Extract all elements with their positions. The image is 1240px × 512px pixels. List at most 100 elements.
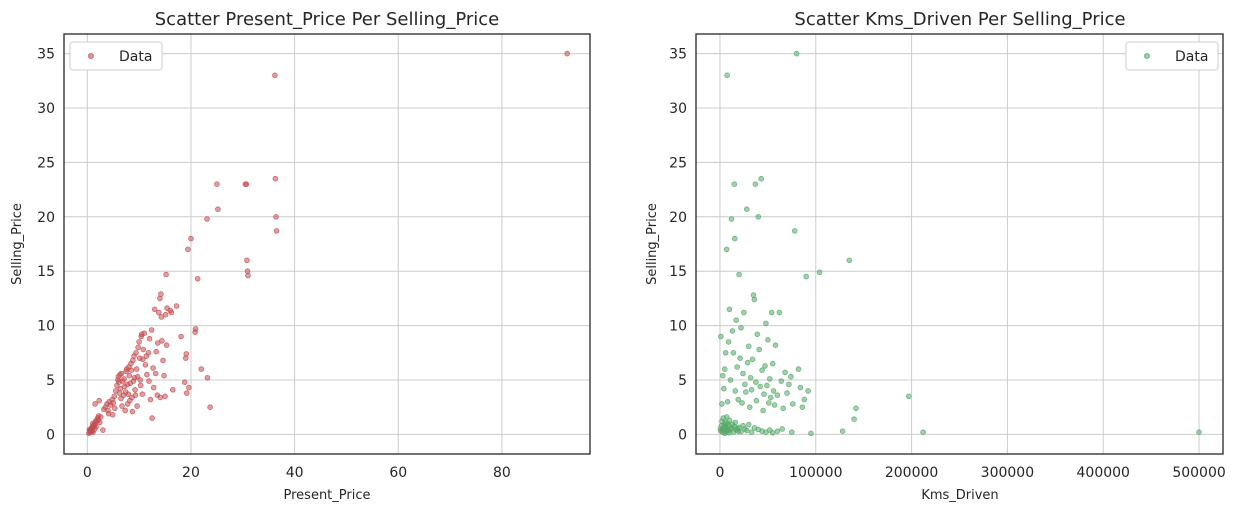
- data-point: [110, 400, 116, 406]
- data-point: [767, 394, 774, 401]
- data-point: [111, 393, 118, 400]
- data-point: [846, 257, 853, 264]
- data-point: [780, 405, 786, 412]
- y-tick-label: 15: [669, 264, 687, 280]
- data-point: [745, 421, 752, 428]
- x-tick-label: 60: [389, 465, 407, 481]
- data-point: [173, 303, 180, 309]
- data-point: [719, 401, 725, 407]
- data-point: [728, 216, 735, 222]
- data-point: [730, 349, 737, 356]
- data-point: [214, 181, 220, 188]
- data-point: [801, 396, 808, 403]
- data-point: [147, 396, 154, 403]
- data-point: [160, 357, 166, 364]
- legend: Data: [69, 41, 163, 71]
- data-point: [766, 376, 773, 382]
- data-point: [808, 430, 814, 437]
- y-tick-label: 20: [37, 210, 55, 226]
- y-tick-label: 35: [669, 47, 687, 63]
- data-point: [152, 370, 159, 377]
- data-point: [727, 377, 734, 383]
- data-point: [905, 393, 912, 400]
- data-point: [743, 427, 750, 434]
- data-point: [769, 360, 776, 367]
- data-point: [272, 72, 278, 79]
- data-point: [753, 379, 759, 386]
- data-point: [186, 384, 192, 391]
- y-tick-label: 10: [669, 319, 687, 335]
- data-point: [204, 216, 210, 222]
- data-point: [133, 366, 140, 372]
- data-point: [731, 235, 738, 242]
- data-point: [130, 378, 137, 384]
- data-point: [140, 356, 146, 363]
- data-point: [726, 306, 733, 313]
- data-point: [1196, 429, 1202, 436]
- data-point: [739, 400, 745, 406]
- data-point: [188, 235, 194, 242]
- data-point: [133, 349, 139, 356]
- x-tick-label: 200000: [885, 465, 938, 481]
- data-point: [143, 353, 150, 359]
- data-point: [150, 365, 156, 371]
- data-point: [151, 306, 158, 313]
- data-point: [738, 324, 744, 331]
- axes-frame: [695, 33, 1224, 455]
- data-point: [192, 326, 199, 332]
- data-point: [754, 331, 761, 338]
- data-point: [731, 181, 738, 188]
- data-point: [761, 391, 767, 398]
- data-point: [743, 206, 750, 213]
- data-point: [732, 419, 739, 426]
- data-point: [733, 317, 739, 324]
- data-point: [729, 328, 736, 334]
- data-point: [157, 394, 164, 401]
- plot-area: 0 20 40 60 80 0 5 10 15 20 25 30 35: [37, 33, 591, 481]
- data-point: [756, 346, 762, 353]
- data-point: [839, 428, 846, 435]
- data-point: [789, 401, 796, 407]
- data-point: [851, 416, 857, 423]
- data-point: [765, 336, 771, 343]
- data-point: [204, 374, 211, 381]
- data-point: [137, 382, 144, 389]
- data-point: [153, 348, 160, 355]
- data-point: [760, 407, 766, 414]
- data-point: [92, 401, 98, 407]
- y-tick-label: 5: [678, 373, 687, 389]
- chart-title: Scatter Present_Price Per Selling_Price: [155, 9, 500, 30]
- y-tick-label: 0: [46, 427, 55, 443]
- legend-box: [1125, 41, 1219, 71]
- data-point: [742, 389, 749, 395]
- data-point: [788, 373, 794, 380]
- data-point: [793, 50, 800, 57]
- data-point: [146, 335, 153, 342]
- x-axis-label: Present_Price: [284, 488, 371, 503]
- data-point: [799, 404, 806, 411]
- data-point: [779, 426, 785, 432]
- legend-box: [69, 41, 163, 71]
- data-point: [753, 397, 760, 404]
- data-point: [181, 379, 188, 386]
- data-point: [784, 390, 790, 396]
- data-point: [245, 272, 251, 279]
- data-point: [198, 366, 205, 372]
- data-point: [207, 404, 213, 411]
- data-point: [142, 361, 149, 368]
- data-point: [788, 429, 795, 436]
- data-point: [125, 391, 132, 398]
- x-tick-label: 400000: [1077, 465, 1130, 481]
- data-point: [178, 333, 184, 340]
- data-point: [161, 372, 167, 379]
- data-point: [159, 337, 165, 344]
- x-tick-label: 0: [83, 465, 92, 481]
- data-point: [100, 427, 106, 433]
- data-point: [134, 373, 141, 380]
- data-point: [750, 292, 757, 298]
- data-point: [720, 385, 727, 392]
- data-point: [139, 391, 146, 398]
- data-point: [805, 388, 811, 394]
- data-point: [183, 351, 190, 357]
